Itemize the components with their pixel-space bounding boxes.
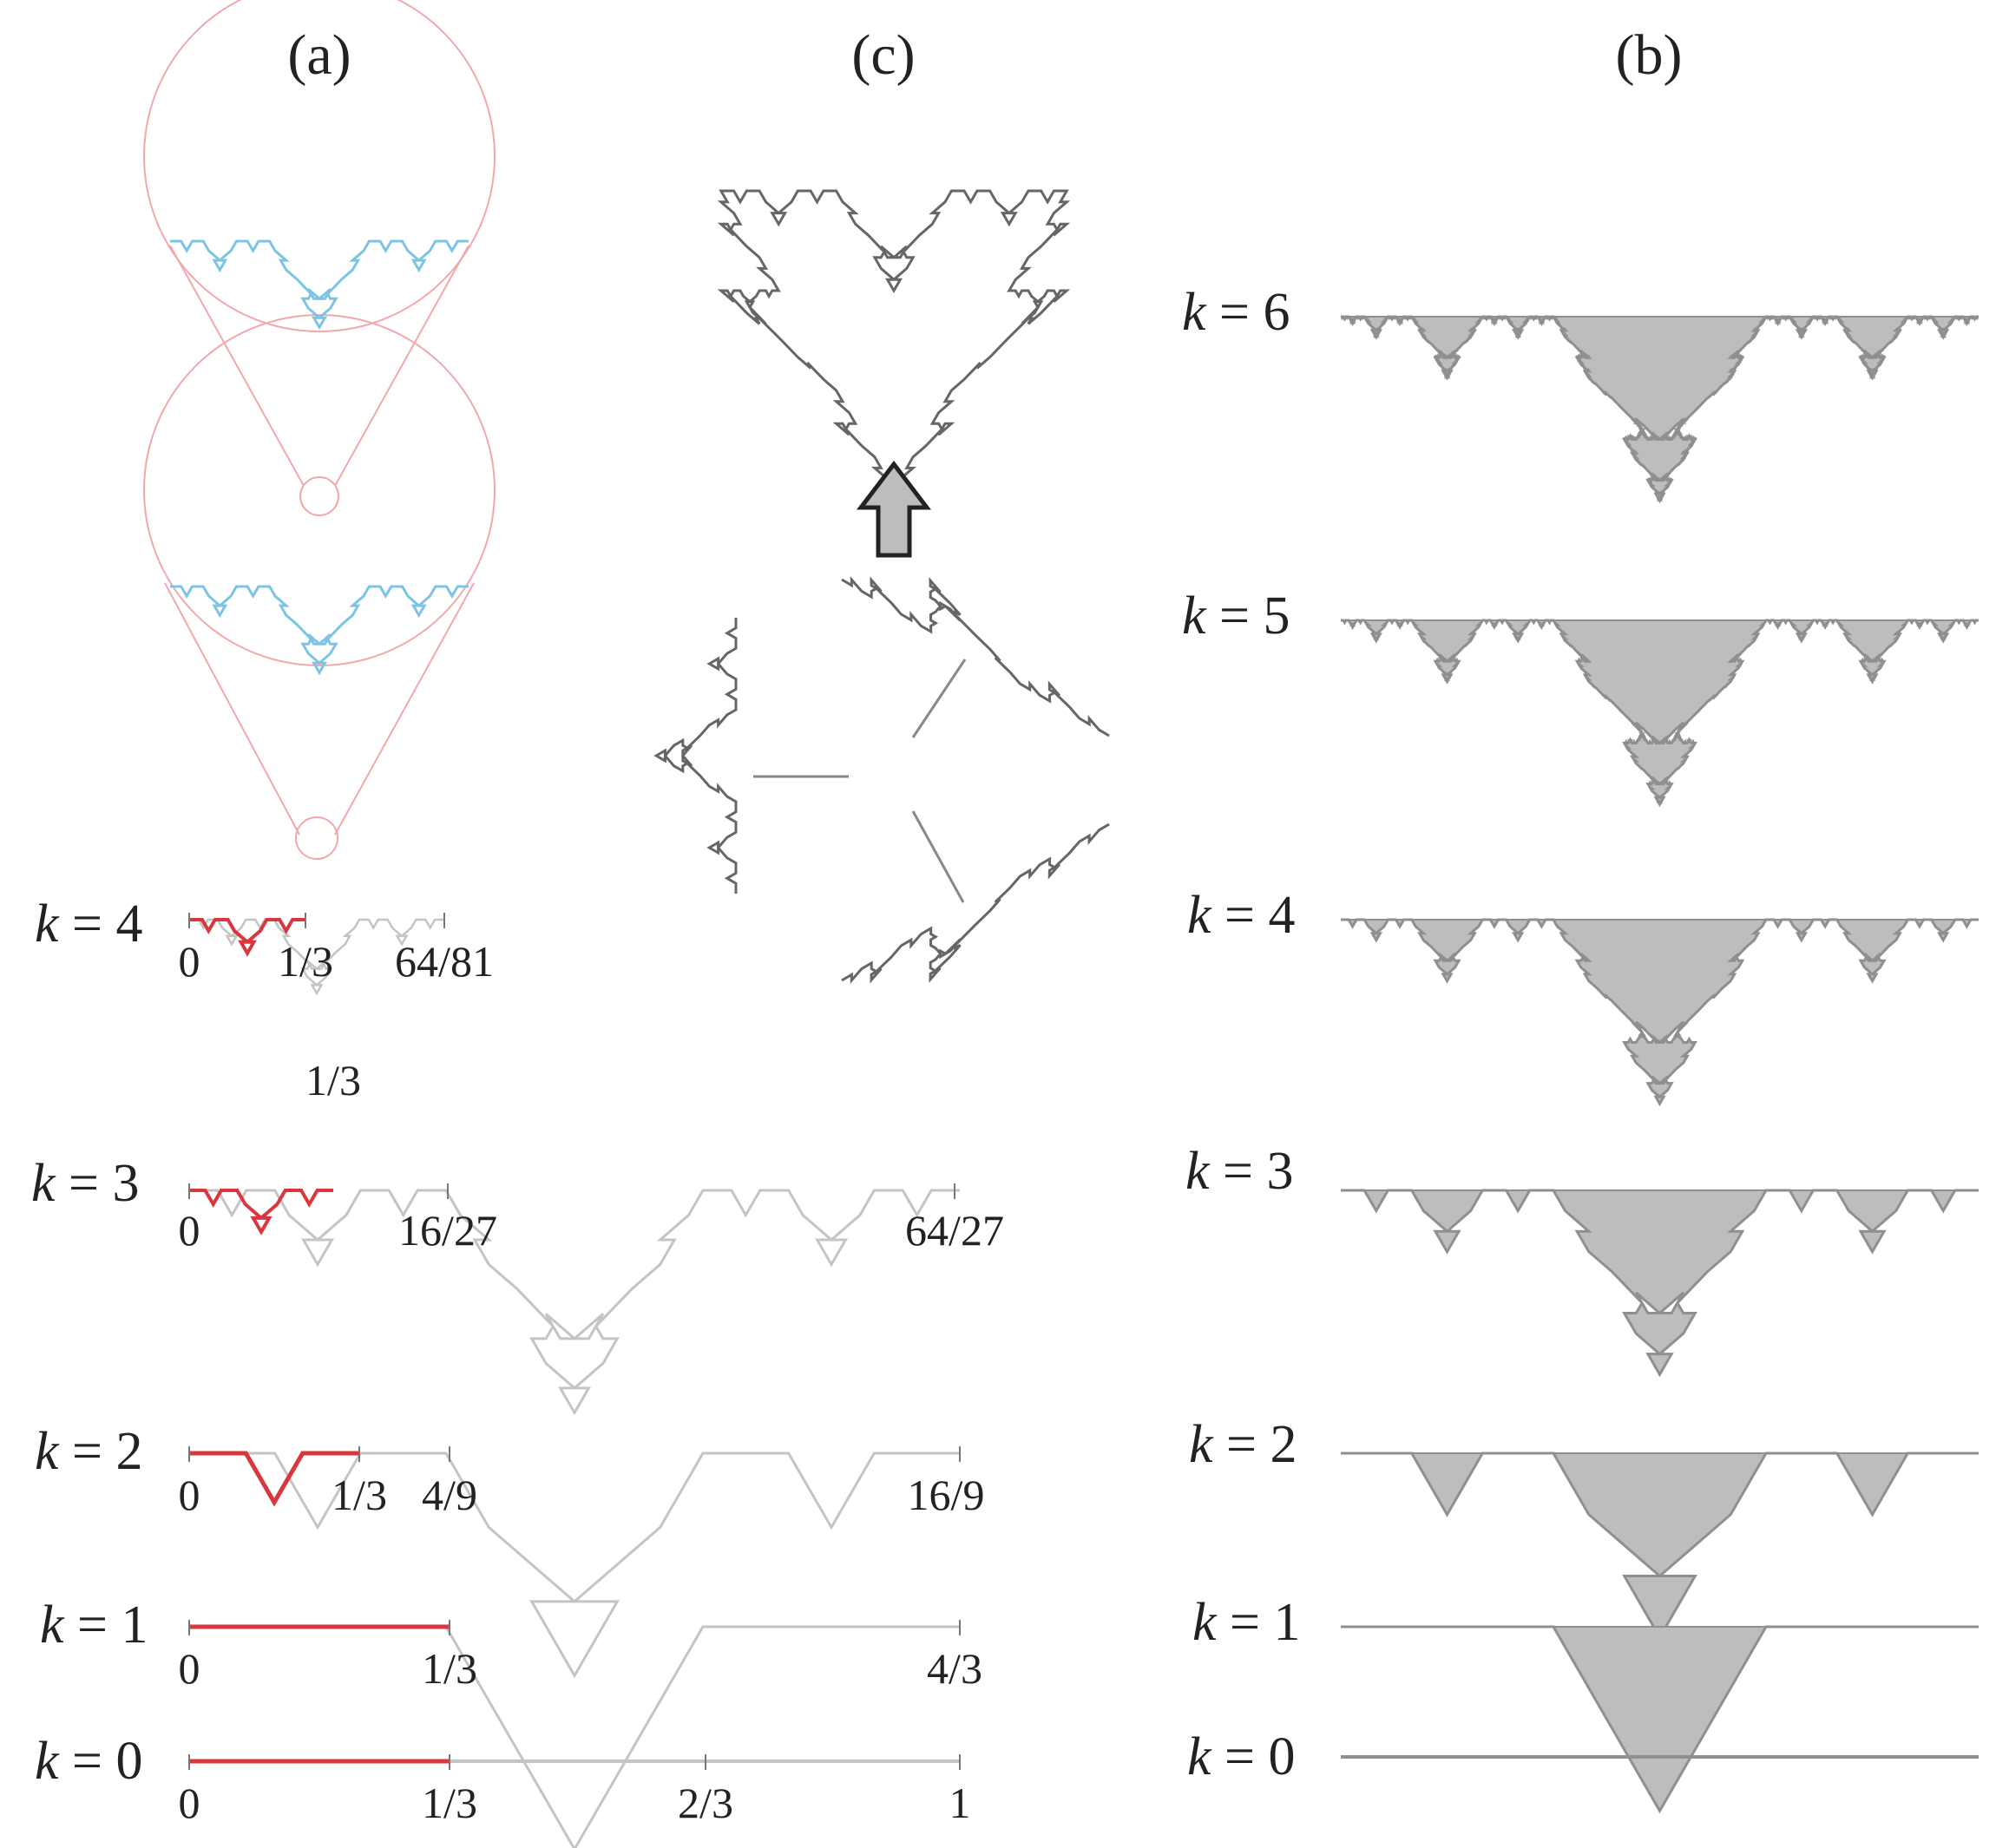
koch-outline-k3 xyxy=(1341,1189,1979,1378)
tick-label: 1/3 xyxy=(305,1056,361,1104)
tick-label: 4/3 xyxy=(927,1644,982,1693)
koch-curve-k2 xyxy=(189,1452,960,1679)
k-label-b-5: k = 5 xyxy=(1182,587,1290,645)
k-label-a-1: k = 1 xyxy=(40,1596,148,1655)
panel-c-title: (c) xyxy=(851,23,915,87)
highlight-curve-k4 xyxy=(189,918,305,957)
zoom-circle-middle xyxy=(143,314,496,666)
filled-koch-k4 xyxy=(1341,919,1979,1106)
tick-label: 1 xyxy=(949,1779,971,1827)
filled-koch-k1 xyxy=(1341,1626,1979,1813)
zoom-detail-curve xyxy=(170,585,469,676)
tick-label: 0 xyxy=(179,1206,200,1255)
zoom-connector-line xyxy=(164,582,300,836)
zoom-circle-top xyxy=(143,0,496,332)
k-label-b-6: k = 6 xyxy=(1182,283,1290,342)
tick-label: 1/3 xyxy=(422,1779,477,1827)
koch-outline-k1 xyxy=(1341,1625,1979,1814)
tick-label: 0 xyxy=(179,1644,200,1693)
koch-outline-k6 xyxy=(1340,315,1980,504)
snowflake-arm-top xyxy=(841,576,1110,737)
motion-line xyxy=(911,810,965,903)
koch-curve-k1 xyxy=(189,1625,960,1848)
filled-koch-k5 xyxy=(1341,619,1979,807)
k-label-b-2: k = 2 xyxy=(1189,1415,1297,1474)
zoom-circle-origin xyxy=(295,816,338,860)
k-label-a-2: k = 2 xyxy=(35,1422,143,1481)
tick-label: 0 xyxy=(179,1471,200,1519)
k-label-b-3: k = 3 xyxy=(1185,1142,1294,1201)
motion-line xyxy=(911,659,967,738)
filled-koch-k2 xyxy=(1341,1452,1979,1640)
tick-label: 16/9 xyxy=(908,1471,985,1519)
k-label-a-0: k = 0 xyxy=(35,1732,143,1791)
tick-label: 64/27 xyxy=(905,1206,1004,1255)
tick-label: 1/3 xyxy=(332,1471,387,1519)
tick-label: 0 xyxy=(179,1779,200,1827)
tick-label: 0 xyxy=(179,937,200,986)
zoom-connector-line xyxy=(334,582,475,836)
tick-label: 16/27 xyxy=(398,1206,497,1255)
assembly-arrow-icon xyxy=(856,460,932,558)
koch-outline-k4 xyxy=(1341,918,1979,1107)
snowflake-arm-bottom xyxy=(841,822,1110,984)
koch-curve-k4 xyxy=(189,918,444,996)
tick-label: 1/3 xyxy=(278,937,333,986)
zoom-magnifier-group xyxy=(143,0,496,860)
koch-curve-k3 xyxy=(189,1189,960,1416)
zoom-circle-small xyxy=(299,476,339,516)
tick-label: 4/9 xyxy=(422,1471,477,1519)
filled-koch-k6 xyxy=(1341,316,1979,503)
zoom-connector-line xyxy=(334,245,469,487)
assembled-snowflake xyxy=(717,189,1071,491)
tick-label: 64/81 xyxy=(395,937,494,986)
tick-label: 1/3 xyxy=(422,1644,477,1693)
tick-label: 2/3 xyxy=(678,1779,733,1827)
zoom-connector-line xyxy=(169,245,305,487)
panel-a-title: (a) xyxy=(287,23,351,87)
zoom-detail-curve xyxy=(170,239,469,331)
k-label-b-0: k = 0 xyxy=(1187,1727,1296,1786)
filled-koch-k3 xyxy=(1341,1189,1979,1377)
panel-b-title: (b) xyxy=(1616,23,1683,87)
snowflake-arm-left xyxy=(653,618,738,894)
k-label-a-4: k = 4 xyxy=(35,895,143,953)
koch-outline-k5 xyxy=(1341,619,1979,808)
k-label-b-4: k = 4 xyxy=(1187,886,1296,945)
k-label-a-3: k = 3 xyxy=(31,1154,140,1213)
highlight-curve-k3 xyxy=(189,1189,333,1235)
k-label-b-1: k = 1 xyxy=(1192,1593,1301,1652)
highlight-curve-k2 xyxy=(189,1451,359,1507)
